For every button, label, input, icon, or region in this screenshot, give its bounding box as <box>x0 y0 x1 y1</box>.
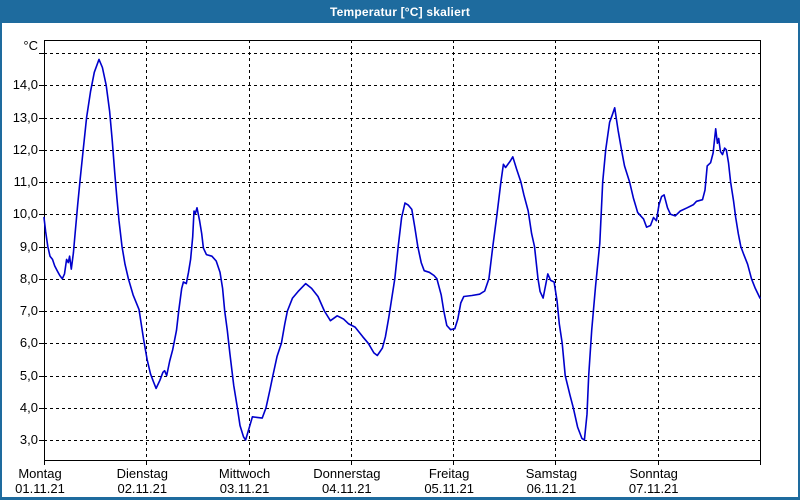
window-border-right <box>798 0 800 500</box>
window-border-left <box>0 0 2 500</box>
temperature-curve <box>43 58 761 441</box>
window-border-bottom <box>0 497 800 500</box>
plot-frame <box>44 40 761 461</box>
window-title: Temperatur [°C] skaliert <box>329 4 471 19</box>
titlebar: Temperatur [°C] skaliert <box>0 0 800 23</box>
